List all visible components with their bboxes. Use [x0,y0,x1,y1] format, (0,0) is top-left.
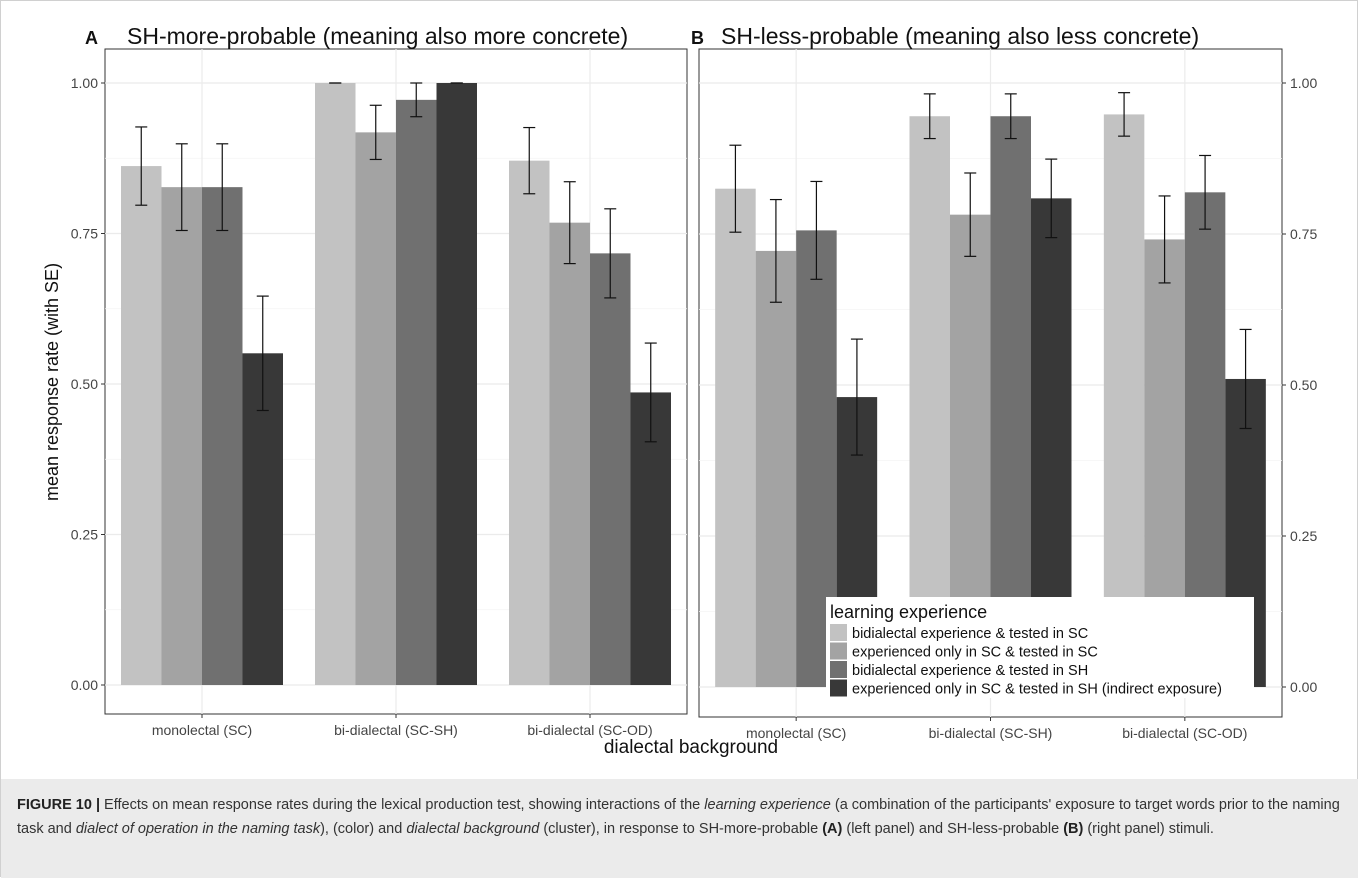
panel-b-x-tick-label: bi-dialectal (SC-OD) [1122,725,1247,741]
panel-a-y-tick-label: 0.00 [71,677,98,693]
panel-b-y-tick-label: 1.00 [1290,75,1317,91]
caption-text-4: (cluster), in response to SH-more-probab… [539,821,823,837]
panel-a-y-tick-label: 0.50 [71,376,98,392]
panel-b-bar [715,188,756,687]
panel-a-bar [436,83,477,685]
panel-a-bar [590,253,631,685]
panel-b-bar [755,250,797,688]
caption-ref-a: (A) [822,821,843,837]
legend-label: bidialectal experience & tested in SH [852,663,1088,679]
panel-a-x-tick-label: monolectal (SC) [152,722,252,738]
caption-text-1: Effects on mean response rates during th… [100,797,705,813]
caption-emphasis-1: learning experience [704,797,831,813]
panel-a-bar [161,187,202,685]
legend-swatch [830,642,847,660]
panel-b-bar [1103,114,1145,687]
caption-figure-label: FIGURE 10 | [17,797,101,813]
caption-text-5: (left panel) and SH-less-probable [842,821,1064,837]
legend-label: bidialectal experience & tested in SC [852,626,1088,642]
legend-title: learning experience [830,602,987,622]
panel-a-x-tick-label: bi-dialectal (SC-OD) [527,722,652,738]
panel-a-y-tick-label: 0.75 [71,226,98,242]
figure-caption: FIGURE 10 | Effects on mean response rat… [1,779,1358,878]
legend-label: experienced only in SC & tested in SH (i… [852,682,1222,698]
legend-label: experienced only in SC & tested in SC [852,645,1098,661]
panel-a-y-tick-label: 0.25 [71,527,98,543]
panel-a-bar [549,222,590,685]
panel-b-bar [909,116,950,688]
panel-b-x-tick-label: monolectal (SC) [746,725,846,741]
panel-b-x-tick-label: bi-dialectal (SC-SH) [929,725,1053,741]
panel-a-bar [202,187,243,685]
panel-a-bar [355,132,396,685]
caption-ref-b: (B) [1063,821,1084,837]
legend-swatch [830,679,847,697]
caption-text-2: (a combination of the participants' expo… [17,797,1340,837]
chart-canvas: 0.00 0.25 0.50 0.75 1.00 monolectal (SC) bi-di… [42,23,1317,758]
y-axis-title: mean response rate (with SE) [42,263,62,501]
panel-b-title: SH-less-probable (meaning also less conc… [721,23,1199,49]
panel-a-title: SH-more-probable (meaning also more conc… [127,23,628,49]
caption-emphasis-3: dialectal background [406,821,540,837]
x-axis-title: dialectal background [604,737,778,758]
panel-a-bar [396,99,437,685]
panel-a-bar [509,160,550,685]
panel-b-y-tick-label: 0.75 [1290,226,1317,242]
legend-swatch [830,624,847,641]
panel-a-bar [121,166,162,686]
legend-box [826,597,1254,698]
panel-b-y-tick-label: 0.00 [1290,679,1317,695]
legend-swatch [830,661,847,678]
panel-a-letter: A [85,28,98,48]
caption-emphasis-2: dialect of operation in the naming task [75,821,321,837]
caption-text-3: ), (color) and [320,821,407,837]
caption-text-6: (right panel) stimuli. [1083,821,1214,837]
panel-b-bar [990,116,1031,688]
panel-b-y-tick-label: 0.25 [1290,528,1317,544]
panel-a-y-tick-label: 1.00 [71,75,98,91]
panel-a-bar [315,83,356,685]
panel-b-y-tick-label: 0.50 [1290,377,1317,393]
panel-a-x-tick-label: bi-dialectal (SC-SH) [334,722,458,738]
panel-b-letter: B [691,28,704,48]
